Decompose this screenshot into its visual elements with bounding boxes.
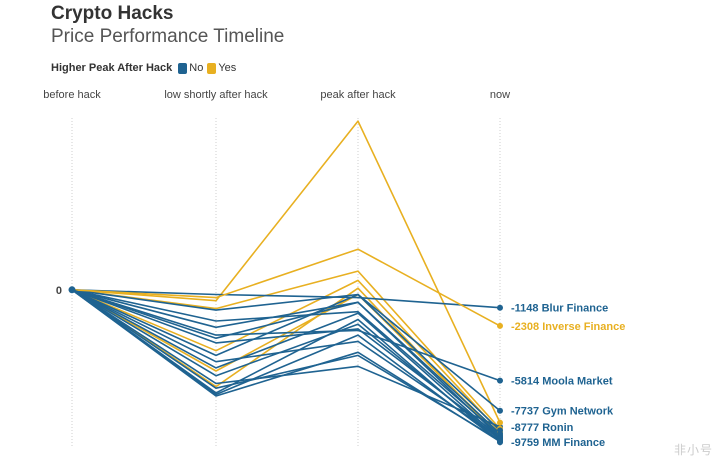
end-point-1 [497, 322, 503, 329]
data-label-3: -7737 Gym Network [511, 406, 614, 418]
legend-swatch-no [178, 62, 188, 74]
axis-label-3: now [490, 89, 510, 101]
series-line-13 [71, 289, 501, 436]
series-line-15 [71, 289, 501, 438]
end-point-21 [497, 438, 503, 445]
legend-label-yes: Yes [218, 62, 237, 74]
data-label-0: -1148 Blur Finance [511, 303, 608, 315]
y-tick-label: 0 [56, 285, 62, 297]
series-line-11 [71, 289, 501, 431]
legend: Higher Peak After Hack No Yes [51, 62, 238, 74]
chart-subtitle: Price Performance Timeline [51, 26, 285, 47]
series-line-20 [71, 289, 501, 442]
series-line-3 [71, 289, 501, 412]
data-label-4: -8777 Ronin [511, 422, 574, 434]
legend-swatch-yes [207, 62, 217, 74]
end-point-6 [497, 419, 503, 426]
axis-label-2: peak after hack [320, 89, 396, 101]
end-point-3 [497, 407, 503, 414]
series-line-1 [71, 248, 501, 327]
axis-label-1: low shortly after hack [164, 89, 268, 101]
chart-title: Crypto Hacks [51, 3, 174, 24]
series-line-6 [71, 120, 501, 423]
data-label-1: -2308 Inverse Finance [511, 321, 625, 333]
series-line-17 [71, 289, 501, 440]
series-line-4 [71, 289, 501, 428]
legend-label-no: No [189, 62, 204, 74]
start-point [68, 286, 76, 294]
series-line-12 [71, 289, 501, 435]
series-line-2 [71, 289, 501, 382]
series-line-16 [71, 289, 501, 439]
end-point-0 [497, 304, 503, 311]
watermark-logo: 非小号 [673, 443, 713, 457]
axis-label-0: before hack [43, 89, 101, 101]
series-line-5 [71, 289, 501, 443]
series-line-0 [71, 289, 501, 309]
data-label-2: -5814 Moola Market [511, 376, 613, 388]
data-label-5: -9759 MM Finance [511, 437, 605, 449]
series-line-18 [71, 289, 501, 441]
legend-title: Higher Peak After Hack [51, 62, 173, 74]
series-line-19 [71, 289, 501, 442]
end-point-2 [497, 377, 503, 384]
